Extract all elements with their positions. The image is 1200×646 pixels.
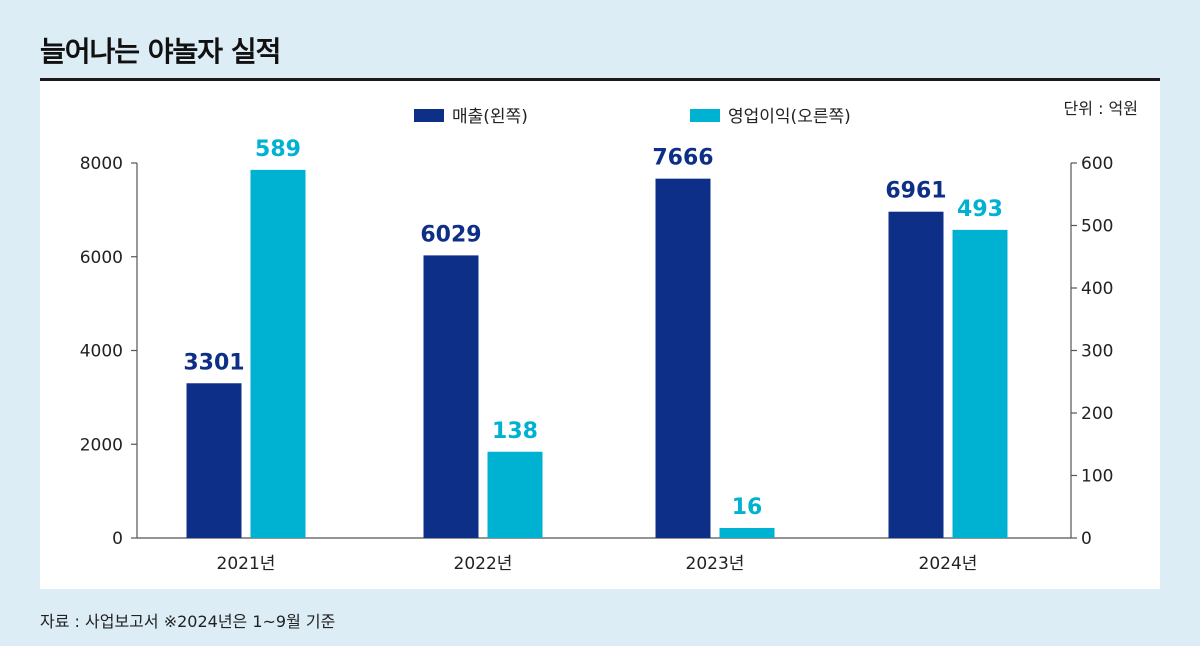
bar-chart: 0 2000 4000 6000 8000 0 100 200 300 400 500 600 3301… <box>80 99 1138 574</box>
right-tick-label: 400 <box>1081 279 1113 299</box>
left-tick-label: 6000 <box>80 248 123 268</box>
left-tick-label: 8000 <box>80 154 123 174</box>
sales-value-label: 6029 <box>420 222 481 247</box>
operating-profit-bar <box>952 229 1008 538</box>
category-label: 2024년 <box>919 554 978 574</box>
sales-bar <box>655 178 711 538</box>
legend-label-sales: 매출(왼쪽) <box>452 107 528 127</box>
sales-value-label: 6961 <box>885 179 946 204</box>
chart-title: 늘어나는 야놀자 실적 <box>40 35 281 68</box>
right-tick-label: 300 <box>1081 342 1113 362</box>
legend-label-operating-profit: 영업이익(오른쪽) <box>728 107 851 127</box>
left-tick-label: 0 <box>112 529 123 549</box>
right-tick-label: 600 <box>1081 154 1113 174</box>
left-tick-label: 2000 <box>80 435 123 455</box>
operating-profit-value-label: 589 <box>255 137 301 162</box>
right-tick-label: 200 <box>1081 404 1113 424</box>
operating-profit-bar <box>719 528 775 538</box>
unit-label: 단위 : 억원 <box>1064 99 1138 118</box>
right-tick-label: 500 <box>1081 217 1113 237</box>
legend-swatch-sales <box>414 109 444 122</box>
operating-profit-value-label: 16 <box>732 495 763 520</box>
left-tick-label: 4000 <box>80 342 123 362</box>
operating-profit-value-label: 138 <box>492 419 538 444</box>
right-tick-label: 100 <box>1081 467 1113 487</box>
category-label: 2021년 <box>217 554 276 574</box>
category-label: 2022년 <box>454 554 513 574</box>
sales-bar <box>423 255 479 538</box>
sales-bar <box>186 383 242 538</box>
operating-profit-bar <box>487 451 543 538</box>
chart-panel: 0 2000 4000 6000 8000 0 100 200 300 400 500 600 3301… <box>40 81 1160 589</box>
operating-profit-bar <box>250 169 306 538</box>
sales-value-label: 7666 <box>652 146 713 171</box>
legend-swatch-operating-profit <box>690 109 720 122</box>
source-note: 자료 : 사업보고서 ※2024년은 1~9월 기준 <box>40 612 336 631</box>
title-rule <box>40 78 1160 81</box>
sales-value-label: 3301 <box>183 350 244 375</box>
right-tick-label: 0 <box>1081 529 1092 549</box>
category-label: 2023년 <box>686 554 745 574</box>
operating-profit-value-label: 493 <box>957 197 1003 222</box>
sales-bar <box>888 211 944 538</box>
